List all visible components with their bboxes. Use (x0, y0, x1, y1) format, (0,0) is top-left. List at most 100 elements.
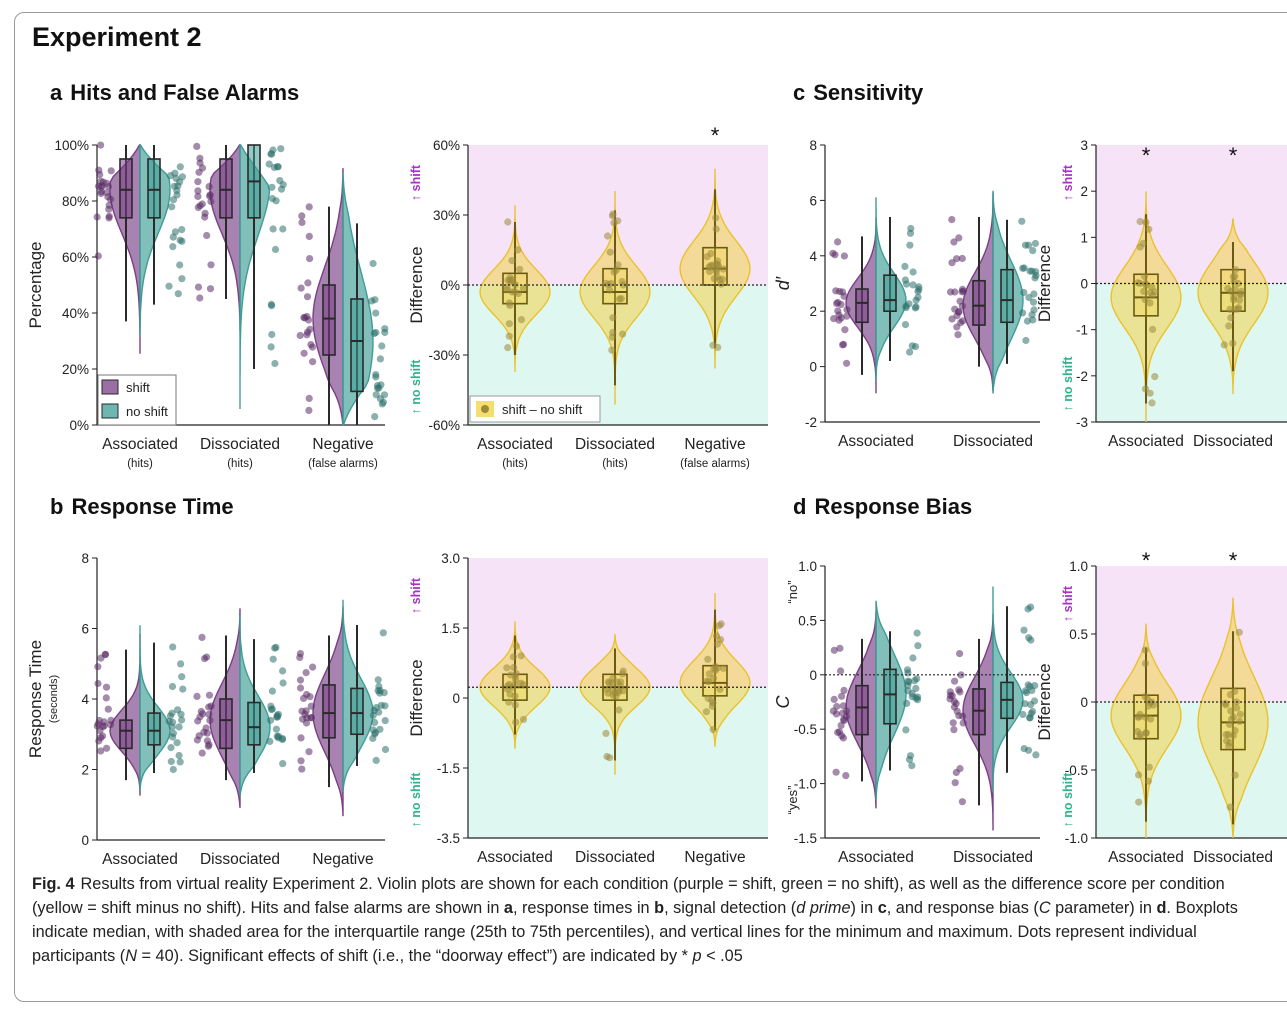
participant-dot (517, 652, 525, 660)
participant-dot (504, 344, 512, 352)
participant-dot (611, 689, 619, 697)
participant-dot (838, 692, 846, 700)
shift-region (1096, 145, 1287, 284)
participant-dot (103, 189, 111, 197)
y-tick-label: -1 (1076, 323, 1088, 338)
participant-dot (1236, 717, 1244, 726)
participant-dot (1151, 373, 1159, 381)
panel-d-label: Response Bias (814, 494, 973, 519)
participant-dot (298, 707, 306, 715)
y-axis-label: Percentage (26, 242, 45, 329)
y-tick-label: 60% (433, 138, 460, 153)
panel-a-title: a Hits and False Alarms (50, 80, 299, 106)
caption-part-6: parameter) in (1050, 899, 1157, 917)
participant-dot (268, 150, 276, 158)
x-tick-label: Associated (102, 851, 178, 868)
participant-dot (509, 653, 517, 661)
participant-dot (909, 268, 917, 276)
participant-dot (272, 725, 280, 733)
participant-dot (912, 684, 920, 693)
participant-dot (378, 400, 386, 408)
y-tick-label: 0 (809, 668, 817, 683)
participant-dot (279, 760, 287, 768)
participant-dot (830, 695, 838, 704)
participant-dot (511, 676, 520, 684)
participant-dot (512, 718, 520, 726)
participant-dot (606, 286, 614, 294)
y-tick-label: -3 (1076, 415, 1088, 430)
y-tick-label: 2 (809, 304, 817, 319)
participant-dot (97, 177, 105, 185)
participant-dot (1224, 731, 1233, 739)
x-tick-label: Associated (838, 849, 914, 866)
participant-dot (908, 762, 916, 770)
participant-dot (842, 772, 850, 780)
participant-dot (374, 676, 382, 684)
participant-dot (1142, 729, 1150, 737)
participant-dot (615, 706, 623, 714)
participant-dot (207, 261, 215, 269)
participant-dot (840, 716, 848, 725)
participant-dot (836, 644, 844, 652)
experiment-title: Experiment 2 (32, 22, 202, 52)
participant-dot (913, 675, 921, 683)
legend-swatch-shift (101, 379, 119, 395)
participant-dot (298, 765, 306, 773)
participant-dot (604, 689, 612, 697)
participant-dot (303, 293, 312, 301)
participant-dot (948, 259, 956, 267)
participant-dot (301, 314, 309, 322)
panel-b-letter: b (50, 494, 64, 519)
y-tick-label: 4 (809, 249, 817, 264)
participant-dot (946, 288, 955, 296)
participant-dot (298, 218, 306, 226)
participant-dot (296, 331, 304, 340)
participant-dot (619, 670, 627, 678)
participant-dot (507, 671, 515, 679)
iqr-box (219, 698, 233, 750)
participant-dot (1019, 264, 1027, 272)
participant-dot (835, 287, 844, 296)
participant-dot (176, 758, 184, 766)
participant-dot (1140, 272, 1149, 281)
y-tick-label: 0 (81, 833, 89, 848)
participant-dot (194, 178, 202, 186)
y-tick-label: 30% (433, 208, 460, 223)
participant-dot (843, 359, 851, 367)
participant-dot (914, 693, 922, 701)
participant-dot (1141, 693, 1149, 701)
participant-dot (1024, 605, 1032, 613)
participant-dot (615, 295, 624, 303)
noshift-arrow-label: ↑ no shift (1061, 772, 1075, 828)
y-tick-label: 0 (809, 360, 817, 375)
participant-dot (609, 314, 617, 322)
caption-p: p (692, 947, 702, 965)
x-tick-label: Associated (1108, 433, 1184, 450)
participant-dot (376, 355, 384, 363)
chart-d-right: -1.0 -0.5 0 0.5 1.0 Difference Associated Disso… (1035, 548, 1287, 866)
y-axis-label: d′ (773, 276, 793, 290)
participant-dot (306, 693, 314, 701)
iqr-box (883, 274, 897, 313)
participant-dot (279, 225, 287, 233)
participant-dot (954, 331, 962, 339)
participant-dot (914, 287, 922, 296)
participant-dot (1135, 771, 1143, 779)
participant-dot (205, 183, 213, 191)
participant-dot (830, 646, 838, 654)
participant-dot (1221, 699, 1229, 707)
participant-dot (269, 225, 277, 233)
figure-caption: Fig. 4 Results from virtual reality Exper… (32, 872, 1277, 968)
participant-dot (1029, 316, 1037, 324)
participant-dot (834, 307, 842, 315)
participant-dot (94, 679, 102, 688)
participant-dot (1141, 659, 1149, 668)
participant-dot (837, 667, 845, 675)
x-tick-label: Negative (312, 436, 373, 453)
participant-dot (276, 177, 284, 185)
participant-dot (1027, 701, 1035, 709)
x-tick-label: Associated (477, 436, 553, 453)
participant-dot (269, 655, 277, 663)
participant-dot (710, 665, 718, 673)
participant-dot (296, 653, 304, 662)
